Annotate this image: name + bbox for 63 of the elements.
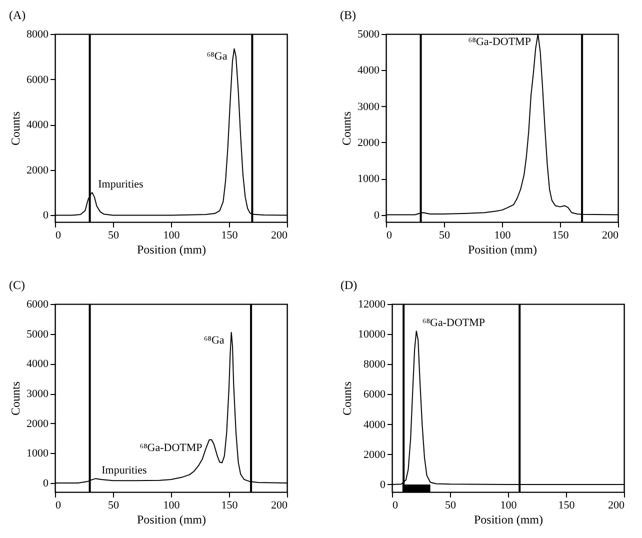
y-tick-label: 6000 bbox=[26, 74, 49, 86]
x-tick-label: 200 bbox=[271, 230, 288, 242]
y-tick-label: 2000 bbox=[26, 418, 49, 430]
x-tick-label: 0 bbox=[56, 230, 62, 242]
chart-title: (D) bbox=[340, 278, 358, 292]
annotation: ⁶⁸Ga-DOTMP bbox=[422, 317, 486, 330]
x-tick-label: 150 bbox=[221, 230, 238, 242]
x-axis-title: Position (mm) bbox=[468, 242, 538, 256]
y-tick-label: 4000 bbox=[358, 64, 380, 77]
x-tick-label: 100 bbox=[500, 500, 518, 512]
chart-title: (A) bbox=[9, 8, 26, 22]
x-tick-label: 50 bbox=[439, 230, 450, 242]
y-tick-label: 4000 bbox=[26, 358, 49, 370]
y-tick-label: 2000 bbox=[358, 136, 380, 149]
x-axis-title: Position (mm) bbox=[136, 242, 206, 256]
y-tick-label: 10000 bbox=[358, 328, 386, 341]
x-tick-label: 150 bbox=[221, 500, 238, 512]
y-tick-label: 3000 bbox=[26, 388, 49, 400]
x-tick-label: 100 bbox=[163, 500, 180, 512]
annotation: Impurities bbox=[102, 464, 147, 477]
y-tick-label: 0 bbox=[43, 478, 49, 490]
x-tick-label: 50 bbox=[445, 500, 456, 512]
annotation: ⁶⁸Ga bbox=[206, 50, 228, 63]
annotation: Impurities bbox=[98, 178, 144, 191]
y-tick-label: 0 bbox=[380, 478, 386, 491]
chart-title: (C) bbox=[9, 278, 25, 292]
x-tick-label: 0 bbox=[56, 500, 62, 512]
x-axis-title: Position (mm) bbox=[136, 512, 206, 526]
y-tick-label: 8000 bbox=[364, 358, 386, 371]
x-tick-label: 100 bbox=[494, 230, 512, 242]
y-tick-label: 2000 bbox=[26, 164, 49, 176]
y-tick-label: 5000 bbox=[358, 28, 380, 40]
y-tick-label: 8000 bbox=[26, 28, 49, 40]
y-tick-label: 4000 bbox=[364, 418, 386, 431]
y-axis-title: Counts bbox=[340, 111, 354, 146]
y-tick-label: 6000 bbox=[364, 388, 386, 401]
annotation: ⁶⁸Ga bbox=[204, 334, 224, 346]
x-tick-label: 50 bbox=[108, 230, 120, 242]
y-axis-title: Counts bbox=[340, 381, 354, 416]
x-tick-label: 200 bbox=[608, 500, 625, 512]
y-tick-label: 0 bbox=[374, 209, 380, 222]
y-tick-label: 3000 bbox=[358, 100, 380, 113]
y-tick-label: 1000 bbox=[358, 173, 380, 186]
x-tick-label: 100 bbox=[163, 230, 180, 242]
x-tick-label: 200 bbox=[271, 500, 288, 512]
x-axis-title: Position (mm) bbox=[474, 512, 544, 526]
y-axis-title: Counts bbox=[8, 381, 22, 416]
annotation: ⁶⁸Ga-DOTMP bbox=[468, 36, 531, 48]
y-tick-label: 4000 bbox=[26, 119, 49, 132]
y-tick-label: 1000 bbox=[26, 448, 49, 460]
y-tick-label: 12000 bbox=[358, 298, 386, 310]
x-tick-label: 150 bbox=[558, 500, 576, 512]
chart-title: (B) bbox=[340, 8, 356, 22]
annotation: ⁶⁸Ga-DOTMP bbox=[140, 442, 202, 454]
y-tick-label: 2000 bbox=[364, 448, 386, 461]
y-tick-label: 0 bbox=[43, 210, 49, 222]
x-tick-label: 150 bbox=[552, 230, 570, 242]
x-tick-label: 200 bbox=[602, 230, 619, 242]
x-tick-label: 0 bbox=[392, 500, 398, 512]
x-tick-label: 50 bbox=[108, 500, 120, 512]
y-tick-label: 6000 bbox=[26, 298, 49, 310]
y-tick-label: 5000 bbox=[26, 328, 49, 340]
y-axis-title: Counts bbox=[8, 111, 22, 146]
